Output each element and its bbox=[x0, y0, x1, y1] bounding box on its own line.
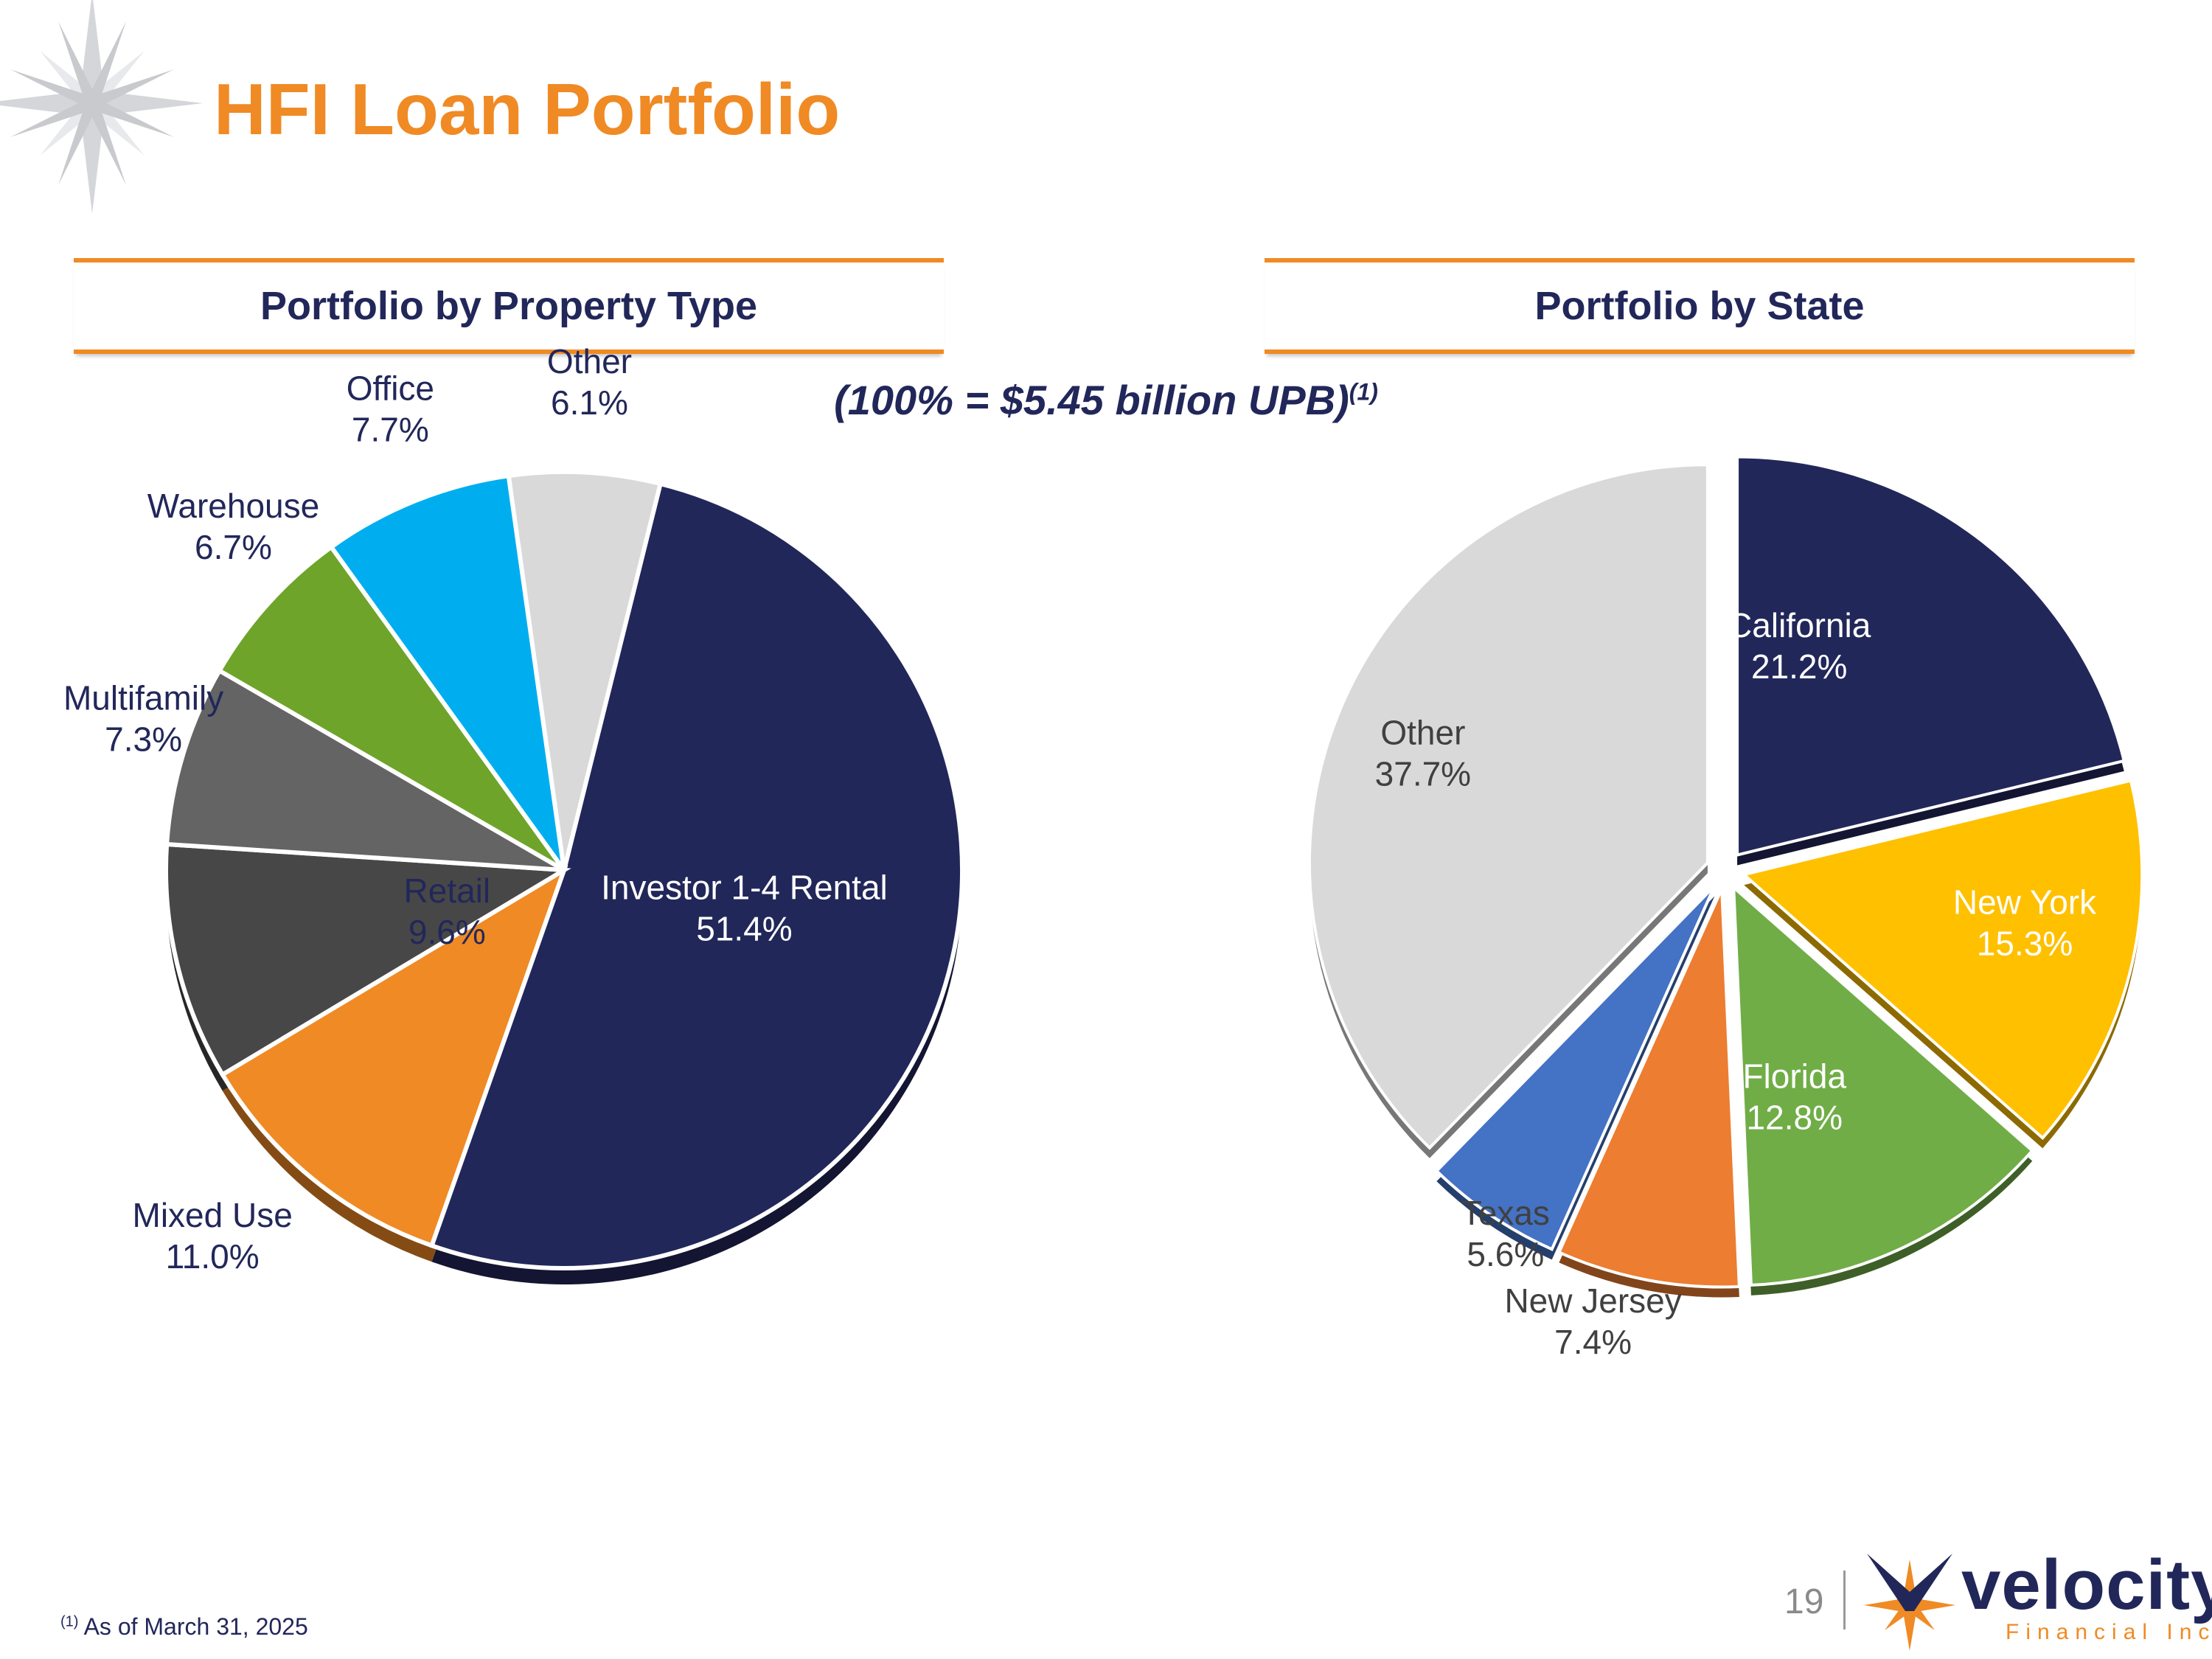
compass-star-decoration-icon bbox=[0, 0, 203, 214]
state-slice-florida bbox=[1732, 883, 2035, 1287]
logo-subtitle: Financial Inc. bbox=[2006, 1620, 2212, 1644]
state-label-california: California bbox=[1728, 606, 1871, 644]
state-label-florida: Florida bbox=[1742, 1057, 1846, 1096]
state-slice-california bbox=[1736, 455, 2126, 858]
logo-wordmark: velocity bbox=[1961, 1545, 2212, 1624]
upb-note-ref: (1) bbox=[1349, 378, 1378, 406]
property-slice-other bbox=[506, 469, 664, 871]
velocity-logo: velocity Financial Inc. bbox=[1858, 1545, 2212, 1655]
velocity-star-icon bbox=[1864, 1554, 1955, 1651]
state-value-texas: 5.6% bbox=[1467, 1235, 1544, 1273]
property-value-retail: 9.6% bbox=[408, 913, 486, 951]
state-label-new-jersey: New Jersey bbox=[1504, 1281, 1681, 1320]
property-value-warehouse: 6.7% bbox=[195, 528, 272, 566]
property-label-warehouse: Warehouse bbox=[147, 487, 320, 525]
upb-note: (100% = $5.45 billion UPB)(1) bbox=[0, 376, 2212, 424]
property-label-other: Other bbox=[547, 342, 632, 380]
state-slice-new-york bbox=[1741, 779, 2144, 1141]
property-slice-office bbox=[328, 473, 566, 872]
property-value-mixed-use: 11.0% bbox=[166, 1237, 260, 1276]
state-value-new-jersey: 7.4% bbox=[1554, 1323, 1632, 1361]
property-label-investor-1-4-rental: Investor 1-4 Rental bbox=[601, 868, 888, 906]
state-value-california: 21.2% bbox=[1751, 647, 1847, 686]
property-label-office: Office bbox=[347, 369, 434, 408]
state-value-florida: 12.8% bbox=[1747, 1099, 1843, 1137]
state-slice-other bbox=[1307, 463, 1709, 1150]
page-number: 19 bbox=[1784, 1582, 1824, 1621]
state-slice-texas bbox=[1434, 885, 1717, 1252]
property-value-office: 7.7% bbox=[352, 411, 429, 449]
property-label-mixed-use: Mixed Use bbox=[133, 1196, 293, 1234]
property-value-investor-1-4-rental: 51.4% bbox=[696, 909, 792, 947]
property-slice-retail bbox=[164, 841, 571, 1078]
property-type-header: Portfolio by Property Type bbox=[74, 258, 944, 354]
state-slice-new-jersey bbox=[1557, 888, 1741, 1289]
state-header: Portfolio by State bbox=[1265, 258, 2135, 354]
property-slice-multifamily bbox=[164, 667, 566, 872]
property-label-retail: Retail bbox=[404, 872, 491, 910]
property-label-multifamily: Multifamily bbox=[63, 679, 223, 717]
footnote: (1) As of March 31, 2025 bbox=[60, 1613, 308, 1641]
footnote-ref: (1) bbox=[60, 1613, 79, 1630]
state-label-other: Other bbox=[1380, 714, 1465, 752]
property-slice-warehouse bbox=[216, 543, 566, 872]
page-title: HFI Loan Portfolio bbox=[214, 69, 841, 150]
upb-note-text: (100% = $5.45 billion UPB) bbox=[834, 377, 1349, 423]
state-label-new-york: New York bbox=[1953, 883, 2097, 921]
property-slice-investor-1-4-rental bbox=[428, 481, 964, 1270]
page-separator bbox=[1843, 1571, 1846, 1630]
state-value-new-york: 15.3% bbox=[1977, 924, 2073, 962]
footnote-text: As of March 31, 2025 bbox=[83, 1613, 308, 1640]
property-value-multifamily: 7.3% bbox=[105, 720, 182, 759]
property-slice-mixed-use bbox=[219, 865, 568, 1249]
state-label-texas: Texas bbox=[1461, 1194, 1550, 1232]
state-value-other: 37.7% bbox=[1375, 755, 1471, 793]
property-value-other: 6.1% bbox=[551, 383, 628, 422]
